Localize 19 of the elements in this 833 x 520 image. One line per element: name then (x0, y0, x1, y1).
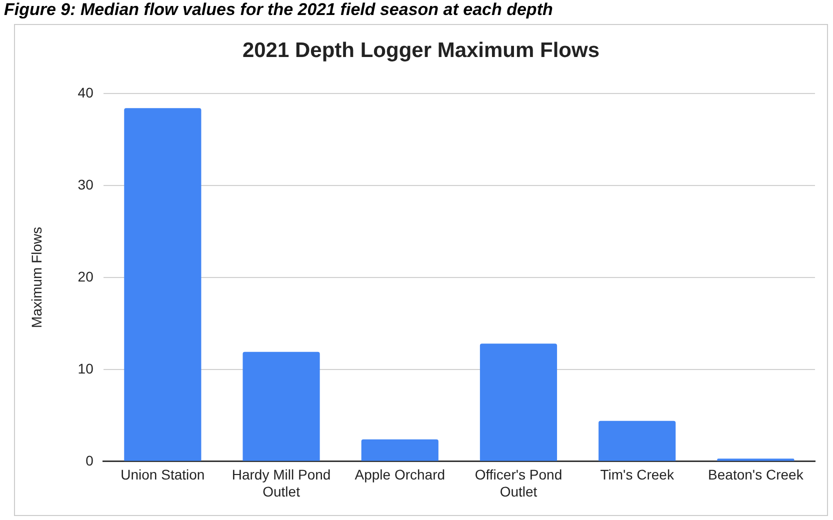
x-tick-label: Beaton's Creek (708, 466, 804, 483)
x-tick-label: Hardy Mill Pond Outlet (232, 466, 331, 500)
bar (124, 108, 202, 461)
bar (480, 344, 558, 461)
chart-title: 2021 Depth Logger Maximum Flows (241, 39, 601, 63)
x-tick-label: Officer's Pond Outlet (474, 466, 562, 500)
bar (361, 439, 438, 461)
bar (242, 352, 320, 461)
caption: Figure 9: Median flow values for the 2021 field season at each depth (4, 0, 553, 20)
y-tick-label: 20 (78, 268, 94, 284)
y-tick-label: 0 (86, 452, 94, 468)
x-tick-label: Union Station (120, 466, 205, 483)
bar (598, 420, 676, 461)
y-tick-label: 10 (78, 360, 94, 376)
y-axis-title: Maximum Flows (28, 226, 44, 328)
x-tick-label: Apple Orchard (354, 466, 446, 483)
x-tick-label: Tim's Creek (600, 466, 675, 483)
y-tick-label: 40 (78, 84, 94, 100)
y-tick-label: 30 (78, 176, 94, 192)
